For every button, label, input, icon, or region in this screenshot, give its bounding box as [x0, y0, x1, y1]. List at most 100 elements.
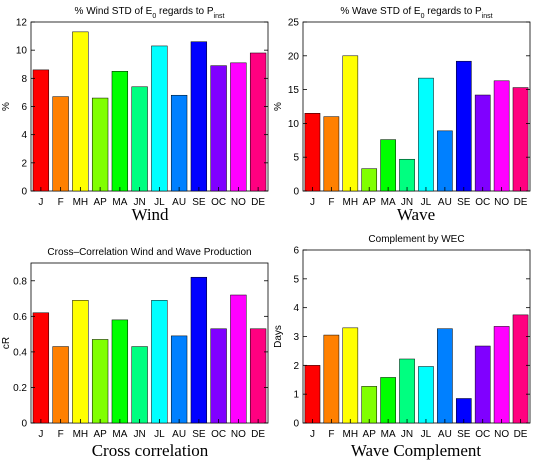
bar-F — [52, 96, 69, 192]
bar-NO — [230, 294, 247, 424]
bar-NO — [493, 326, 510, 424]
bar-J — [32, 312, 50, 424]
y-tick-label: 2 — [21, 158, 27, 169]
bar-OC — [210, 328, 227, 424]
y-tick-label: 3 — [293, 332, 299, 343]
bar-SE — [190, 41, 208, 192]
x-tick-label-DE: DE — [251, 429, 265, 440]
y-tick-label: 15 — [288, 85, 300, 96]
y-tick-label: 0 — [293, 187, 299, 198]
chart-panel-3: 0 0.2 0.4 0.6 0.8 J F MH AP MA JN JL AU SE OC NO DE cR Cro… — [1, 247, 269, 460]
bar-JN — [399, 158, 415, 192]
x-tick-label-SE: SE — [192, 197, 206, 208]
y-tick-label: 25 — [288, 18, 300, 29]
bar-JN — [399, 358, 415, 424]
x-tick-label-NO: NO — [494, 429, 509, 440]
x-tick-label-NO: NO — [231, 429, 246, 440]
x-tick-label-JL: JL — [421, 197, 432, 208]
y-tick-label: 4 — [293, 303, 299, 314]
y-tick-label: 0.8 — [13, 276, 27, 287]
x-tick-label-JL: JL — [154, 429, 165, 440]
y-tick-label: 0 — [293, 419, 299, 430]
bar-DE — [249, 328, 267, 424]
bar-MA — [111, 319, 129, 424]
bar-JN — [131, 86, 148, 192]
bar-SE — [190, 276, 208, 424]
chart-title: Complement by WEC — [368, 234, 464, 245]
chart-title: Cross–Correlation Wind and Wave Producti… — [47, 247, 251, 258]
x-tick-label-OC: OC — [211, 429, 226, 440]
plot-area — [302, 249, 531, 424]
x-tick-label-F: F — [58, 197, 64, 208]
x-tick-label-OC: OC — [475, 429, 490, 440]
x-tick-label-MH: MH — [73, 197, 89, 208]
chart-panel-1: 0 2 4 6 8 10 12 J F MH AP MA JN JL AU SE OC NO DE% % Wind S… — [1, 6, 269, 224]
y-tick-label: 5 — [293, 274, 299, 285]
y-tick-label: 10 — [288, 119, 300, 130]
x-tick-label-AU: AU — [172, 429, 186, 440]
bar-MA — [380, 139, 396, 192]
x-tick-label-SE: SE — [457, 429, 471, 440]
x-tick-label-NO: NO — [494, 197, 509, 208]
x-tick-label-MA: MA — [112, 429, 127, 440]
x-tick-label-JN: JN — [134, 429, 146, 440]
x-tick-label-OC: OC — [211, 197, 226, 208]
bar-J — [32, 69, 50, 192]
chart-title: % Wind STD of E0 regards to Pinst — [75, 6, 225, 20]
y-axis-label: % — [273, 102, 284, 111]
bar-JN — [131, 346, 148, 424]
plot-area — [302, 21, 531, 192]
y-tick-label: 2 — [293, 361, 299, 372]
bar-NO — [230, 62, 247, 192]
bar-AU — [437, 328, 453, 424]
bar-F — [323, 116, 340, 192]
bar-F — [52, 346, 69, 424]
x-tick-label-AP: AP — [363, 197, 377, 208]
bar-F — [323, 334, 340, 424]
y-tick-label: 6 — [293, 246, 299, 257]
x-tick-label-AP: AP — [363, 429, 377, 440]
x-tick-label-DE: DE — [514, 429, 528, 440]
x-tick-label-J: J — [310, 429, 315, 440]
bar-AP — [91, 339, 109, 424]
y-tick-label: 0 — [21, 187, 27, 198]
x-tick-label-JN: JN — [134, 197, 146, 208]
bar-MA — [380, 377, 396, 424]
bar-AU — [170, 94, 188, 192]
y-tick-label: 8 — [21, 74, 27, 85]
plot-area — [30, 262, 269, 424]
x-tick-label-DE: DE — [251, 197, 265, 208]
bar-OC — [210, 65, 227, 192]
x-tick-label-F: F — [328, 197, 334, 208]
x-tick-label-JN: JN — [401, 429, 413, 440]
y-tick-label: 0.4 — [13, 347, 27, 358]
y-tick-label: 1 — [293, 390, 299, 401]
panel-caption: Wind — [131, 205, 169, 224]
panel-caption: Wave — [397, 205, 435, 224]
panel-caption: Cross correlation — [92, 441, 209, 460]
bar-AU — [170, 335, 188, 424]
y-tick-label: 12 — [16, 18, 28, 29]
x-tick-label-J: J — [310, 197, 315, 208]
x-tick-label-JL: JL — [421, 429, 432, 440]
bar-J — [304, 113, 321, 192]
bar-MH — [342, 327, 359, 424]
x-tick-label-MH: MH — [73, 429, 89, 440]
y-axis-label: % — [1, 102, 12, 111]
bar-MH — [72, 300, 89, 424]
y-tick-label: 0.6 — [13, 312, 27, 323]
chart-panel-2: 0 5 10 15 20 25 J F MH AP MA JN JL AU SE OC NO DE% % Wave … — [273, 6, 531, 224]
x-tick-label-J: J — [38, 429, 43, 440]
x-tick-label-AU: AU — [438, 429, 452, 440]
bar-AP — [361, 386, 378, 424]
y-tick-label: 4 — [21, 130, 27, 141]
x-tick-label-AU: AU — [438, 197, 452, 208]
y-tick-label: 5 — [293, 153, 299, 164]
bar-JL — [418, 77, 434, 192]
x-tick-label-MA: MA — [381, 429, 396, 440]
x-tick-label-AP: AP — [93, 429, 107, 440]
chart-panel-4: 0 1 2 3 4 5 6 J F MH AP MA JN JL AU SE OC NO DE Days Complem… — [273, 234, 531, 460]
y-tick-label: 0.2 — [13, 383, 27, 394]
bar-DE — [249, 52, 267, 192]
